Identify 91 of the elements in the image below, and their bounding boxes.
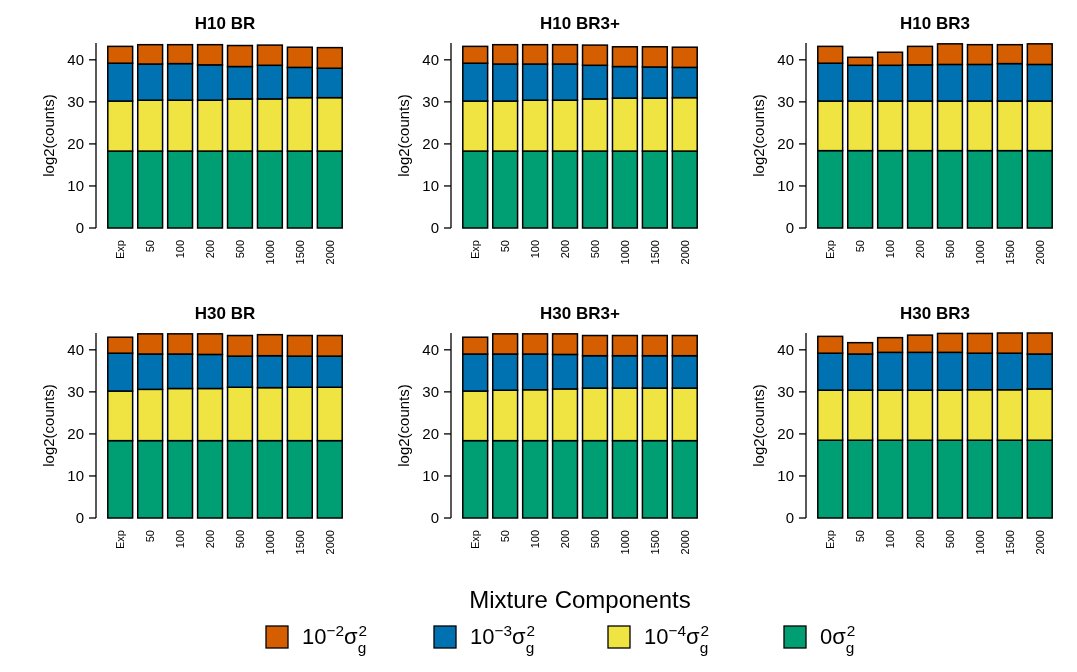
y-tick-label: 40 (422, 51, 439, 69)
x-tick-label: 500 (233, 240, 246, 259)
x-tick-label: Exp (469, 240, 482, 259)
y-axis-title: log2(counts) (395, 384, 412, 467)
x-tick-label: 50 (499, 530, 512, 543)
chart-title: H10 BR (194, 14, 256, 33)
chart-title: H30 BR (194, 304, 256, 323)
x-tick-label: 2000 (323, 240, 336, 265)
x-tick-label: 2000 (678, 240, 691, 265)
chart-title: H30 BR3+ (540, 304, 620, 323)
y-tick-label: 30 (422, 383, 439, 401)
x-tick-label: 1500 (293, 240, 306, 265)
x-tick-label: 100 (884, 240, 897, 259)
x-tick-label: Exp (824, 530, 837, 549)
x-tick-label: Exp (469, 530, 482, 549)
y-tick-label: 10 (67, 177, 84, 195)
x-tick-label: 200 (559, 240, 572, 259)
y-axis-title: log2(counts) (750, 384, 767, 467)
x-tick-label: Exp (114, 240, 127, 259)
x-tick-label: 500 (943, 240, 956, 259)
y-tick-label: 0 (430, 219, 439, 237)
x-tick-label: 50 (854, 530, 867, 543)
x-tick-label: 200 (204, 240, 217, 259)
y-tick-label: 0 (785, 219, 794, 237)
x-tick-label: 1000 (973, 240, 986, 265)
y-tick-label: 30 (422, 93, 439, 111)
y-tick-label: 0 (75, 509, 84, 527)
y-tick-label: 30 (67, 93, 84, 111)
x-tick-label: 100 (174, 240, 187, 259)
x-tick-label: Exp (824, 240, 837, 259)
y-tick-label: 30 (67, 383, 84, 401)
x-tick-label: 100 (529, 530, 542, 549)
x-tick-label: 100 (884, 530, 897, 549)
y-tick-label: 30 (777, 93, 794, 111)
y-axis-title: log2(counts) (40, 384, 57, 467)
y-tick-label: 0 (430, 509, 439, 527)
x-tick-label: 1500 (648, 240, 661, 265)
x-tick-label: 1500 (293, 530, 306, 555)
x-tick-label: 2000 (1033, 240, 1046, 265)
y-axis-title: log2(counts) (750, 94, 767, 177)
x-tick-label: 1500 (1003, 530, 1016, 555)
y-tick-label: 0 (785, 509, 794, 527)
x-tick-label: Exp (114, 530, 127, 549)
x-tick-label: 1500 (648, 530, 661, 555)
x-tick-label: 200 (914, 530, 927, 549)
y-tick-label: 20 (422, 425, 439, 443)
chart-title: H10 BR3+ (540, 14, 620, 33)
y-tick-label: 20 (422, 135, 439, 153)
x-tick-label: 100 (174, 530, 187, 549)
x-tick-label: 1000 (973, 530, 986, 555)
x-tick-label: 500 (943, 530, 956, 549)
x-tick-label: 2000 (323, 530, 336, 555)
y-tick-label: 10 (777, 177, 794, 195)
y-tick-label: 10 (422, 467, 439, 485)
y-tick-label: 40 (67, 51, 84, 69)
x-tick-label: 1500 (1003, 240, 1016, 265)
chart-title: H30 BR3 (900, 304, 970, 323)
x-tick-label: 50 (499, 240, 512, 253)
y-tick-label: 10 (422, 177, 439, 195)
chart-title: H10 BR3 (900, 14, 970, 33)
x-tick-label: 2000 (1033, 530, 1046, 555)
x-tick-label: 50 (854, 240, 867, 253)
y-tick-label: 20 (67, 135, 84, 153)
y-tick-label: 20 (67, 425, 84, 443)
x-tick-label: 1000 (263, 240, 276, 265)
x-tick-label: 2000 (678, 530, 691, 555)
y-axis-title: log2(counts) (395, 94, 412, 177)
y-tick-label: 10 (67, 467, 84, 485)
x-tick-label: 1000 (618, 240, 631, 265)
x-tick-label: 500 (588, 530, 601, 549)
x-tick-label: 1000 (618, 530, 631, 555)
x-tick-label: 100 (529, 240, 542, 259)
x-tick-label: 50 (144, 530, 157, 543)
y-tick-label: 20 (777, 135, 794, 153)
y-tick-label: 40 (67, 341, 84, 359)
x-tick-label: 200 (559, 530, 572, 549)
x-tick-label: 50 (144, 240, 157, 253)
x-tick-label: 200 (204, 530, 217, 549)
y-tick-label: 40 (777, 341, 794, 359)
x-tick-label: 500 (233, 530, 246, 549)
y-tick-label: 30 (777, 383, 794, 401)
y-tick-label: 0 (75, 219, 84, 237)
x-tick-label: 200 (914, 240, 927, 259)
y-tick-label: 40 (777, 51, 794, 69)
x-axis-title: Mixture Components (469, 586, 691, 613)
y-tick-label: 40 (422, 341, 439, 359)
x-tick-label: 1000 (263, 530, 276, 555)
y-axis-title: log2(counts) (40, 94, 57, 177)
y-tick-label: 10 (777, 467, 794, 485)
y-tick-label: 20 (777, 425, 794, 443)
x-tick-label: 500 (588, 240, 601, 259)
